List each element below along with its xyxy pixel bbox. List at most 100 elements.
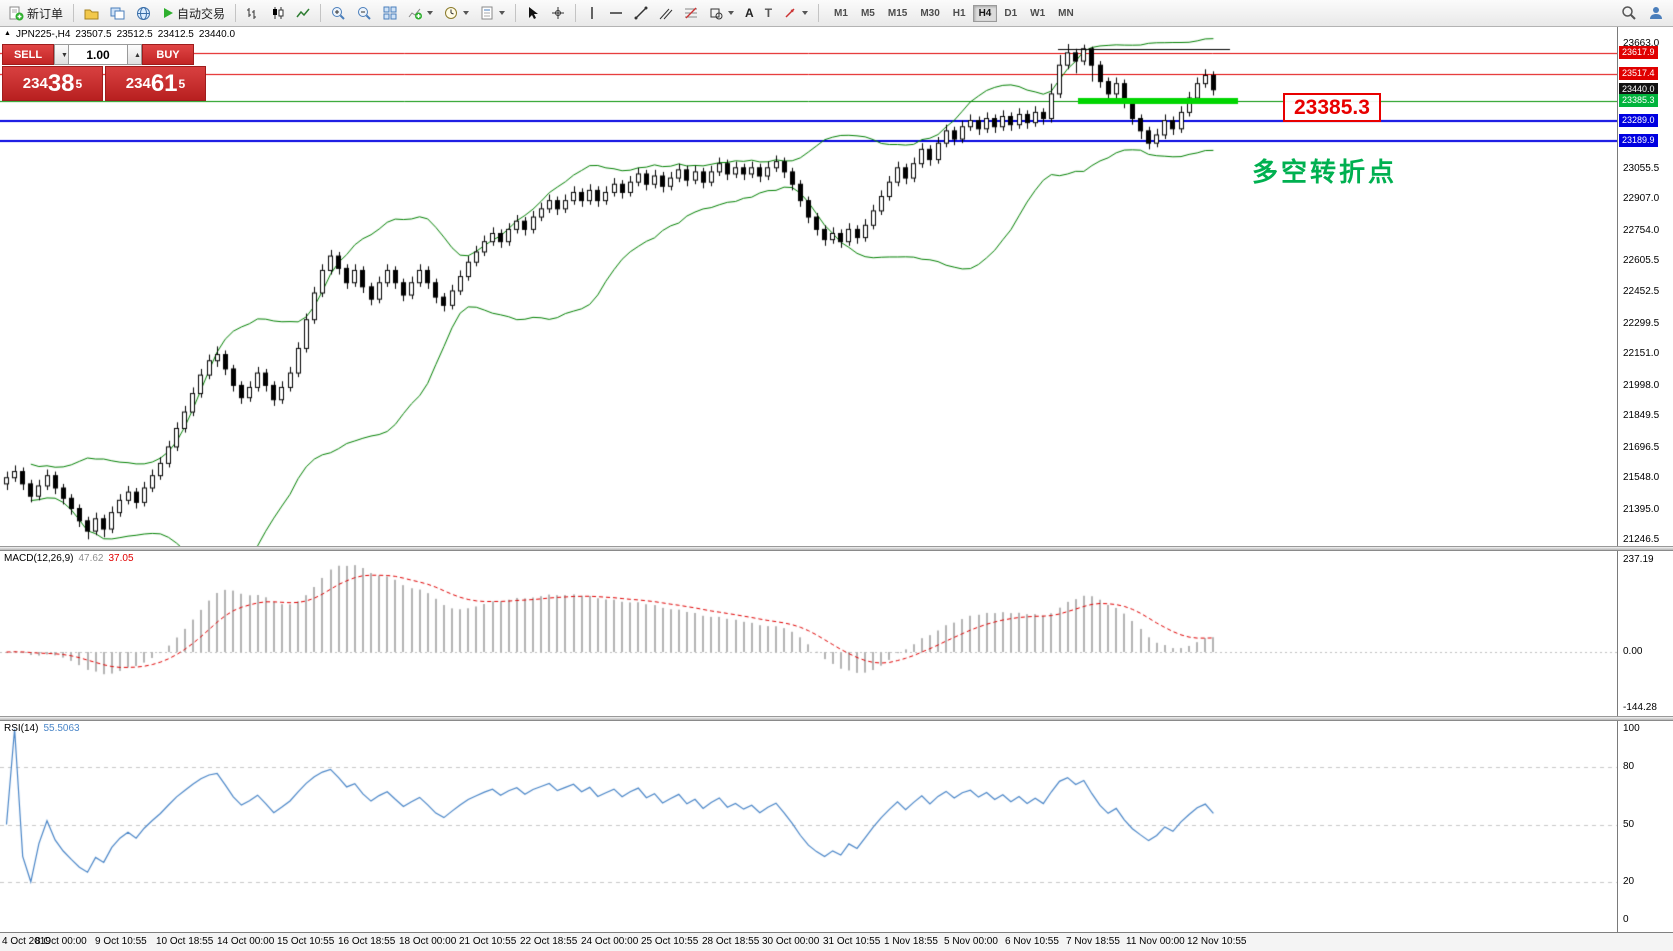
candlestick-mode-button[interactable] xyxy=(266,2,290,24)
time-label: 6 Nov 10:55 xyxy=(1005,936,1059,947)
buy-button[interactable]: BUY xyxy=(142,44,194,65)
time-label: 1 Nov 18:55 xyxy=(884,936,938,947)
rsi-label: RSI(14) xyxy=(4,723,39,734)
charts-window-button[interactable] xyxy=(105,2,130,24)
timeframe-button-m15[interactable]: M15 xyxy=(882,5,913,22)
fibonacci-icon xyxy=(684,6,698,20)
close-value: 23440.0 xyxy=(198,29,236,40)
market-watch-button[interactable] xyxy=(131,2,156,24)
low-value: 23412.5 xyxy=(157,29,194,40)
profiles-button[interactable] xyxy=(79,2,104,24)
sell-button[interactable]: SELL xyxy=(2,44,54,65)
timeframe-button-m30[interactable]: M30 xyxy=(914,5,945,22)
rsi-canvas[interactable] xyxy=(0,721,1617,932)
time-label: 31 Oct 10:55 xyxy=(823,936,881,947)
time-label: 21 Oct 10:55 xyxy=(459,936,517,947)
new-order-icon xyxy=(9,6,24,21)
community-button[interactable] xyxy=(1643,2,1669,24)
price-scale-label: 22299.5 xyxy=(1623,317,1660,329)
label-tool-label: T xyxy=(764,6,773,20)
price-scale[interactable]: 23663.0 23055.5 22907.0 22754.0 22605.5 22452… xyxy=(1617,27,1673,546)
rsi-scale[interactable]: 100 80 50 20 0 xyxy=(1617,721,1673,932)
vertical-line-tool-button[interactable] xyxy=(581,2,603,24)
timeframe-button-d1[interactable]: D1 xyxy=(998,5,1023,22)
templates-button[interactable] xyxy=(475,2,510,24)
timeframe-button-mn[interactable]: MN xyxy=(1052,5,1080,22)
time-label: 11 Nov 00:00 xyxy=(1126,936,1185,947)
auto-trading-button[interactable]: 自动交易 xyxy=(157,2,230,24)
channel-tool-button[interactable] xyxy=(654,2,678,24)
zoom-in-button[interactable] xyxy=(326,2,351,24)
rsi-scale-label: 20 xyxy=(1623,875,1635,887)
pane-divider[interactable] xyxy=(0,546,1673,551)
time-label: 22 Oct 18:55 xyxy=(520,936,578,947)
zoom-out-icon xyxy=(357,6,372,21)
chart-ohlc-header: ▲ JPN225-,H4 23507.5 23512.5 23412.5 23440.0 xyxy=(4,29,240,40)
dropdown-caret-icon xyxy=(802,11,809,15)
macd-scale[interactable]: 237.19 0.00 -144.28 xyxy=(1617,551,1673,716)
new-order-button[interactable]: 新订单 xyxy=(4,2,68,24)
bar-chart-mode-button[interactable] xyxy=(241,2,265,24)
crosshair-tool-button[interactable] xyxy=(546,2,570,24)
main-chart-pane: ▲ JPN225-,H4 23507.5 23512.5 23412.5 23440.0 … xyxy=(0,27,1673,546)
timeframe-button-m1[interactable]: M1 xyxy=(828,5,854,22)
charts-window-icon xyxy=(110,6,125,21)
time-label: 4 Oct 2019 xyxy=(2,936,51,947)
cursor-tool-button[interactable] xyxy=(521,2,545,24)
shapes-tool-button[interactable] xyxy=(704,2,739,24)
shapes-icon xyxy=(709,6,723,20)
price-scale-label: 23663.0 xyxy=(1623,38,1660,50)
macd-canvas[interactable] xyxy=(0,551,1617,716)
horizontal-line-icon xyxy=(609,7,623,19)
time-axis[interactable]: 4 Oct 2019 8 Oct 00:00 9 Oct 10:55 10 Oct 1… xyxy=(0,932,1673,951)
tile-windows-button[interactable] xyxy=(378,2,402,24)
buy-price-button[interactable]: 234 61 5 xyxy=(105,66,206,101)
zoom-in-icon xyxy=(331,6,346,21)
line-chart-icon xyxy=(296,6,310,20)
rsi-value: 55.5063 xyxy=(43,723,80,734)
toolbar: 新订单 自动交易 A T M1 M5 M15 M30 H1 xyxy=(0,0,1673,27)
periods-button[interactable] xyxy=(439,2,474,24)
search-button[interactable] xyxy=(1616,2,1642,24)
price-scale-label: 21395.0 xyxy=(1623,503,1660,515)
price-tag: 23189.9 xyxy=(1619,134,1658,148)
zoom-out-button[interactable] xyxy=(352,2,377,24)
macd-main-value: 47.62 xyxy=(78,553,104,564)
macd-signal-value: 37.05 xyxy=(108,553,134,564)
symbol-marker-icon: ▲ xyxy=(4,30,11,37)
lot-increase-button[interactable]: ▲ xyxy=(127,44,142,65)
trendline-icon xyxy=(634,6,648,20)
time-label: 8 Oct 00:00 xyxy=(35,936,87,947)
lot-size-input[interactable] xyxy=(69,44,127,65)
indicators-button[interactable] xyxy=(403,2,438,24)
horizontal-line-tool-button[interactable] xyxy=(604,2,628,24)
macd-label: MACD(12,26,9) xyxy=(4,553,74,564)
timeframe-button-h4[interactable]: H4 xyxy=(972,4,998,22)
tile-windows-icon xyxy=(383,6,397,20)
cursor-icon xyxy=(526,6,540,20)
timeframe-button-h1[interactable]: H1 xyxy=(947,5,972,22)
time-label: 15 Oct 10:55 xyxy=(277,936,335,947)
price-scale-label: 22151.0 xyxy=(1623,348,1660,360)
lot-decrease-button[interactable]: ▼ xyxy=(54,44,69,65)
rsi-scale-label: 0 xyxy=(1623,914,1629,925)
sell-price-main: 38 xyxy=(47,69,75,97)
arrows-tool-button[interactable] xyxy=(778,2,813,24)
fibonacci-tool-button[interactable] xyxy=(679,2,703,24)
price-scale-label: 21849.5 xyxy=(1623,410,1660,422)
sell-price-button[interactable]: 234 38 5 xyxy=(2,66,103,101)
crosshair-icon xyxy=(551,6,565,20)
sell-price-prefix: 234 xyxy=(22,75,48,92)
trendline-tool-button[interactable] xyxy=(629,2,653,24)
line-chart-mode-button[interactable] xyxy=(291,2,315,24)
timeframe-button-w1[interactable]: W1 xyxy=(1024,5,1051,22)
dropdown-caret-icon xyxy=(499,11,506,15)
timeframe-button-m5[interactable]: M5 xyxy=(855,5,881,22)
time-label: 24 Oct 00:00 xyxy=(581,936,639,947)
pane-divider[interactable] xyxy=(0,716,1673,721)
price-scale-label: 22605.5 xyxy=(1623,255,1660,267)
candlestick-icon xyxy=(271,6,285,20)
text-label-tool-button[interactable]: T xyxy=(760,2,777,24)
text-tool-button[interactable]: A xyxy=(740,2,759,24)
macd-header: MACD(12,26,9) 47.62 37.05 xyxy=(4,553,139,564)
